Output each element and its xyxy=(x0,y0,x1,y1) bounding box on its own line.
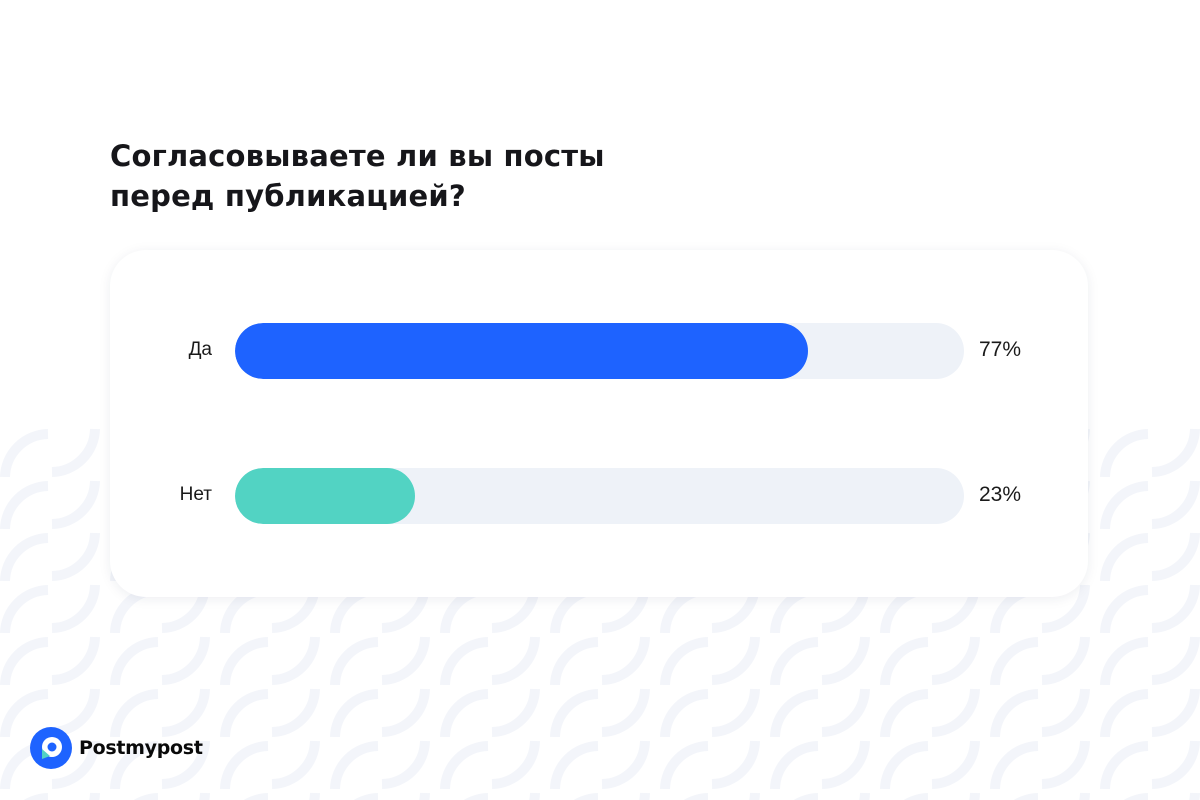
bar-track xyxy=(235,468,964,524)
brand-logo: Postmypost xyxy=(30,727,203,769)
bar xyxy=(235,468,415,524)
category-label: Нет xyxy=(179,484,212,505)
category-label: Да xyxy=(188,339,212,360)
title-line-1: Согласовываете ли вы посты xyxy=(110,139,605,173)
value-label: 23% xyxy=(979,483,1022,506)
value-label: 77% xyxy=(979,338,1022,361)
bar-track xyxy=(235,323,964,379)
bar xyxy=(235,323,809,379)
title-line-2: перед публикацией? xyxy=(110,179,466,213)
postmypost-logo-icon xyxy=(30,727,72,769)
brand-name: Postmypost xyxy=(79,737,203,759)
chart-card: Да 77% Нет 23% xyxy=(110,250,1088,597)
chart-title: Согласовываете ли вы посты перед публика… xyxy=(110,136,605,216)
